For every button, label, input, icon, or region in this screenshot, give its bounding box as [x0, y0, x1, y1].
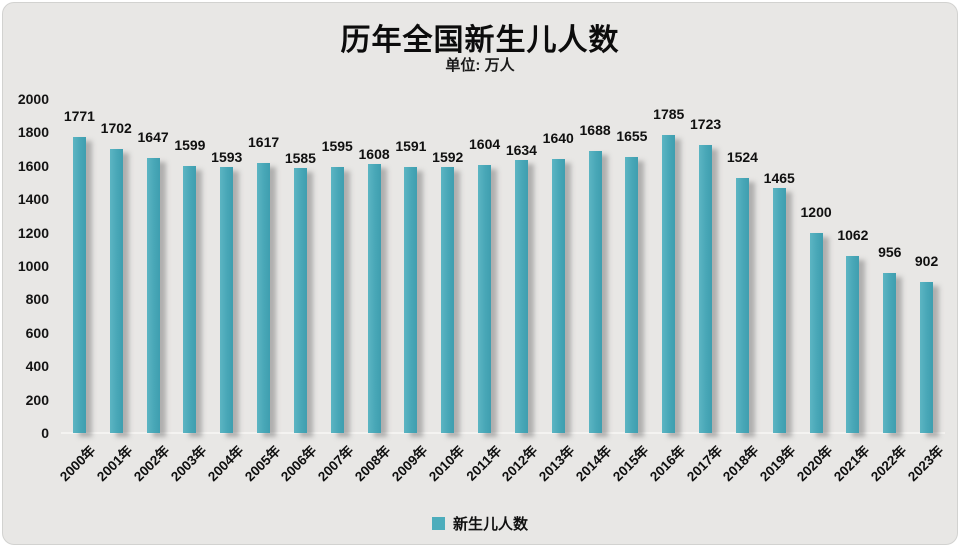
x-axis-tick-label: 2022年: [867, 442, 910, 485]
bar-value-label: 1200: [800, 203, 832, 220]
bar: [735, 178, 749, 433]
x-axis-baseline: [61, 432, 945, 434]
y-axis-tick-label: 2000: [17, 91, 49, 107]
bar: [699, 145, 713, 433]
x-axis-tick-label: 2010年: [425, 442, 468, 485]
bar: [920, 282, 934, 433]
x-axis-tick-label: 2015年: [609, 442, 652, 485]
legend-series-label: 新生儿人数: [452, 516, 528, 533]
x-axis-tick-label: 2009年: [388, 442, 431, 485]
bar: [514, 160, 528, 433]
y-axis-tick-label: 400: [25, 358, 49, 375]
bar: [220, 166, 234, 433]
legend-color-swatch: [431, 517, 445, 530]
bar: [625, 156, 639, 433]
bar: [257, 162, 271, 433]
bar: [478, 165, 492, 433]
x-axis-tick-label: 2008年: [352, 442, 394, 485]
y-axis-tick-label: 1000: [17, 258, 49, 274]
x-axis-tick-label: 2014年: [573, 442, 615, 485]
y-axis-tick-label: 200: [25, 391, 49, 408]
x-axis-tick-label: 2011年: [463, 442, 505, 484]
x-axis-tick-label: 2004年: [204, 442, 247, 485]
bar-value-label: 1688: [579, 122, 611, 139]
x-axis-tick-label: 2019年: [757, 442, 799, 485]
bar-value-label: 1592: [432, 149, 464, 166]
x-axis-tick-label: 2003年: [167, 442, 210, 485]
bar: [662, 134, 676, 433]
y-axis-tick-label: 1200: [17, 224, 49, 241]
bar-value-label: 1723: [690, 116, 722, 133]
bar-value-label: 1617: [248, 133, 280, 150]
x-axis-tick-label: 2020年: [794, 442, 836, 485]
x-axis-tick-label: 2000年: [57, 442, 99, 485]
bar-value-label: 1640: [542, 130, 574, 147]
bar-value-label: 902: [914, 253, 939, 270]
bar-value-label: 1591: [395, 138, 427, 155]
y-axis-tick-label: 0: [41, 425, 49, 441]
bar: [109, 148, 123, 433]
x-axis-tick-label: 2002年: [131, 442, 173, 485]
chart-title: 历年全国新生儿人数: [340, 24, 620, 57]
bar: [330, 166, 344, 433]
bar-value-label: 1702: [100, 119, 132, 136]
bar: [367, 164, 381, 433]
bar-value-label: 1771: [63, 108, 95, 125]
x-axis-tick-label: 2007年: [315, 442, 357, 485]
bar: [404, 167, 418, 433]
bar-value-label: 1585: [284, 150, 316, 167]
bar: [883, 273, 897, 433]
bar-value-label: 1785: [653, 105, 685, 122]
x-axis-tick-label: 2017年: [683, 442, 726, 485]
bar: [293, 168, 307, 433]
x-axis-tick-label: 2012年: [499, 442, 541, 485]
bar-value-label: 1634: [505, 142, 537, 159]
legend: 新生儿人数: [3, 513, 957, 534]
chart-unit-label: 单位: 万人: [445, 57, 515, 74]
bar: [441, 167, 455, 433]
bar-value-label: 1524: [726, 149, 758, 166]
bar: [846, 255, 860, 433]
bar: [809, 232, 823, 433]
bar: [146, 157, 160, 433]
x-axis-tick-label: 2006年: [278, 442, 320, 485]
x-axis-tick-label: 2018年: [720, 442, 762, 485]
x-axis-tick-label: 2023年: [904, 442, 947, 485]
y-axis-tick-label: 1600: [17, 157, 49, 174]
y-axis-tick-label: 800: [25, 291, 49, 308]
x-axis-tick-label: 2021年: [830, 442, 873, 485]
x-axis-tick-label: 2001年: [94, 442, 136, 485]
bar-value-label: 1595: [321, 137, 353, 154]
bar-value-label: 1604: [469, 136, 501, 153]
bar: [183, 165, 197, 433]
bar: [72, 137, 86, 433]
x-axis-tick-label: 2005年: [241, 442, 284, 485]
bar-value-label: 956: [878, 244, 902, 261]
bar: [588, 151, 602, 433]
bar-value-label: 1062: [837, 226, 869, 243]
bar: [772, 188, 786, 433]
bar-value-label: 1593: [211, 148, 243, 165]
x-axis-tick-label: 2013年: [536, 442, 578, 485]
y-axis-tick-label: 600: [25, 324, 49, 341]
bar-value-label: 1465: [763, 170, 795, 187]
bar-value-label: 1647: [137, 128, 169, 145]
bar-value-label: 1655: [616, 127, 648, 144]
bar: [551, 159, 565, 433]
bar-value-label: 1608: [358, 146, 390, 163]
bar-value-label: 1599: [174, 136, 206, 153]
x-axis-tick-label: 2016年: [646, 442, 689, 485]
y-axis-tick-label: 1400: [17, 191, 49, 208]
y-axis-tick-label: 1800: [17, 124, 49, 141]
